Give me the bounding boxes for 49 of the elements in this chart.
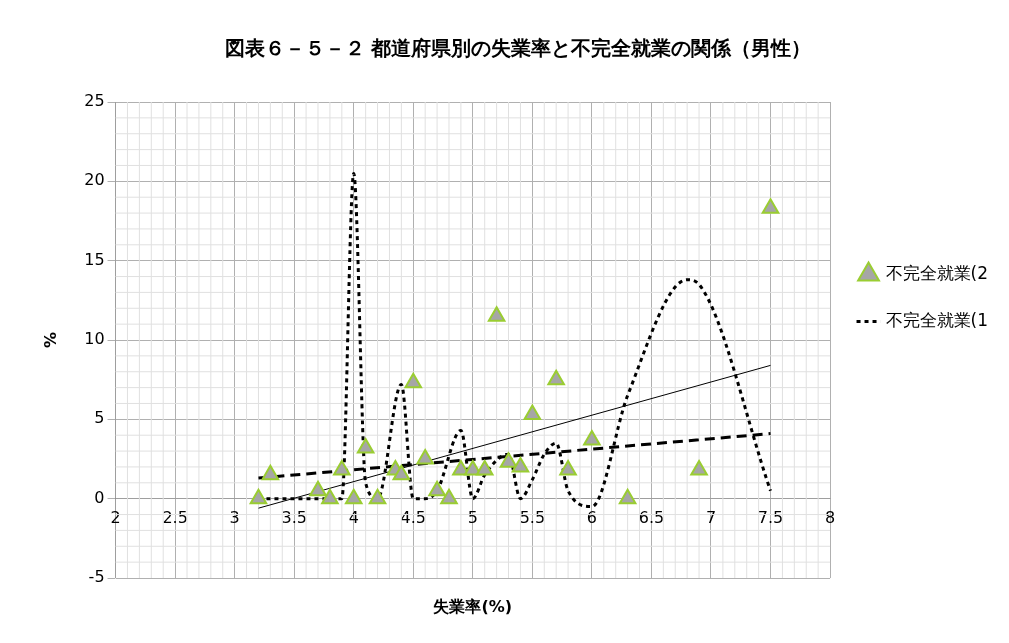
y-tick-label: 25 (84, 91, 105, 111)
x-tick-label: 4.5 (400, 508, 426, 528)
point (404, 372, 423, 389)
point (583, 429, 601, 446)
x-tick-label: 4 (348, 508, 359, 528)
x-tick-label: 8 (824, 508, 836, 528)
x-tick-label: 2 (110, 508, 121, 528)
point (333, 460, 351, 476)
point (368, 488, 387, 505)
x-tick-label: 2.5 (162, 508, 188, 528)
point (761, 198, 780, 214)
legend-label: 不完全就業(1 (885, 309, 988, 330)
y-axis-title: % (40, 331, 60, 349)
point (309, 480, 327, 497)
x-axis-title: 失業率(%) (433, 597, 513, 617)
y-tick-label: 10 (84, 329, 105, 349)
x-tick-label: 7.5 (757, 508, 784, 528)
point (249, 488, 268, 505)
point (523, 404, 542, 421)
point (392, 464, 411, 481)
point (321, 488, 339, 505)
point (499, 452, 518, 468)
point (559, 460, 577, 476)
x-tick-label: 5 (467, 508, 478, 528)
point (690, 460, 708, 476)
x-tick-label: 6 (586, 508, 597, 528)
point (547, 369, 565, 386)
point (618, 488, 637, 505)
point (356, 437, 375, 454)
y-tick-label: 5 (94, 408, 105, 428)
point (428, 480, 446, 497)
y-tick-label: -5 (88, 567, 105, 587)
point (261, 464, 280, 481)
x-tick-label: 3.5 (281, 508, 307, 528)
point (440, 488, 458, 505)
point (487, 306, 506, 322)
point (475, 460, 494, 476)
point (511, 456, 530, 473)
y-tick-label: 20 (84, 170, 105, 190)
x-tick-label: 7 (705, 508, 717, 528)
point (344, 488, 363, 505)
x-tick-label: 3 (229, 508, 240, 528)
legend-label: 不完全就業(2 (885, 262, 988, 283)
chart-title: 図表６－５－２ 都道府県別の失業率と不完全就業の関係（男性） (224, 36, 812, 61)
point (416, 449, 434, 465)
y-tick-label: 0 (94, 487, 105, 507)
x-tick-label: 6.5 (638, 508, 665, 528)
y-tick-label: 15 (84, 249, 105, 269)
x-tick-label: 5.5 (519, 508, 546, 528)
